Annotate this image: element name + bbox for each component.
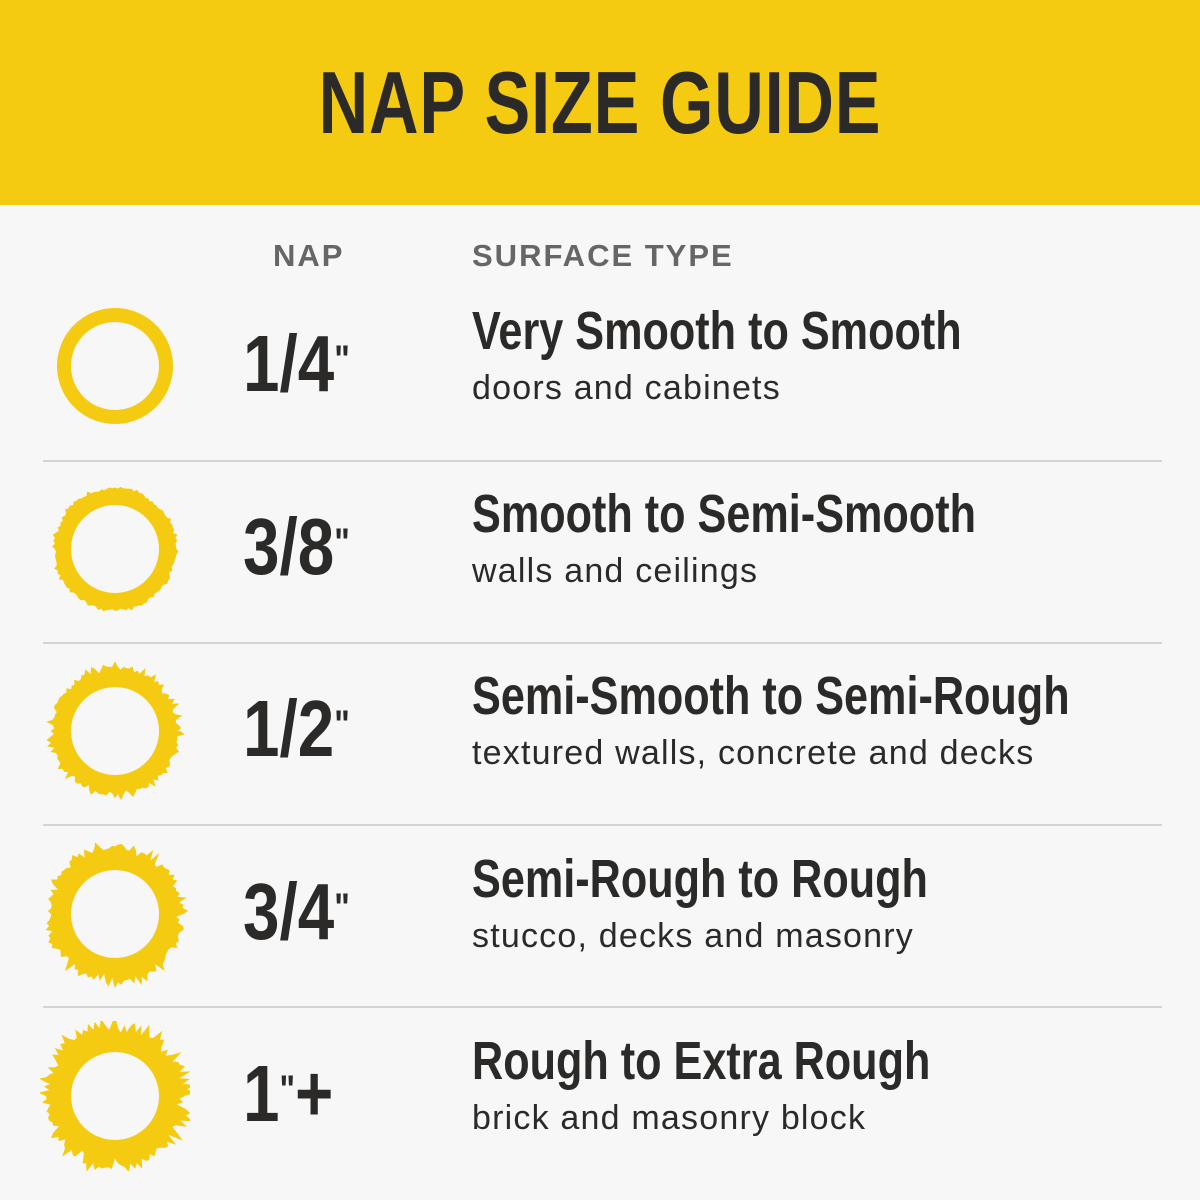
table-row: 1/4" Very Smooth to Smooth doors and cab…: [0, 274, 1200, 457]
surface-examples: walls and ceilings: [472, 552, 759, 590]
page-title: NAP SIZE GUIDE: [318, 53, 882, 152]
surface-examples: brick and masonry block: [472, 1099, 867, 1137]
inch-mark: ": [334, 521, 350, 565]
nap-size: 1/4": [243, 322, 350, 406]
surface-type: Semi-Rough to Rough: [472, 849, 928, 909]
column-header-nap: NAP: [273, 238, 345, 273]
nap-size: 1"+: [243, 1052, 333, 1136]
nap-ring-icon: [57, 308, 173, 424]
table-row: 3/4" Semi-Rough to Rough stucco, decks a…: [0, 822, 1200, 1005]
surface-examples: doors and cabinets: [472, 369, 781, 407]
inch-mark: ": [334, 886, 350, 930]
surface-examples: stucco, decks and masonry: [472, 917, 914, 955]
row-divider: [43, 824, 1162, 826]
table-row: 3/8" Smooth to Semi-Smooth walls and cei…: [0, 457, 1200, 640]
header-banner: NAP SIZE GUIDE: [0, 0, 1200, 205]
nap-value: 3/8: [243, 502, 335, 591]
nap-value: 1/2: [243, 684, 335, 773]
row-divider: [43, 642, 1162, 644]
inch-mark: ": [334, 338, 350, 382]
nap-value: 3/4: [243, 867, 335, 956]
nap-ring-icon: [52, 486, 179, 612]
nap-value: 1/4: [243, 319, 335, 408]
table-row: 1/2" Semi-Smooth to Semi-Rough textured …: [0, 639, 1200, 822]
table-row: 1"+ Rough to Extra Rough brick and mason…: [0, 1004, 1200, 1187]
nap-ring-icon: [46, 661, 185, 801]
column-header-surface-type: SURFACE TYPE: [472, 238, 734, 273]
surface-type: Rough to Extra Rough: [472, 1031, 931, 1091]
surface-type: Very Smooth to Smooth: [472, 301, 962, 361]
surface-type: Smooth to Semi-Smooth: [472, 484, 976, 544]
inch-mark: ": [279, 1068, 296, 1112]
nap-size: 1/2": [243, 687, 350, 771]
row-divider: [43, 1006, 1162, 1008]
nap-size: 3/8": [243, 505, 350, 589]
inch-mark: ": [334, 703, 350, 747]
nap-value: 1: [243, 1049, 280, 1138]
nap-suffix: +: [295, 1049, 334, 1138]
nap-size: 3/4": [243, 870, 350, 954]
nap-ring-icon: [45, 842, 189, 989]
surface-type: Semi-Smooth to Semi-Rough: [472, 666, 1070, 726]
surface-examples: textured walls, concrete and decks: [472, 734, 1035, 772]
row-divider: [43, 460, 1162, 462]
nap-ring-icon: [40, 1021, 190, 1171]
